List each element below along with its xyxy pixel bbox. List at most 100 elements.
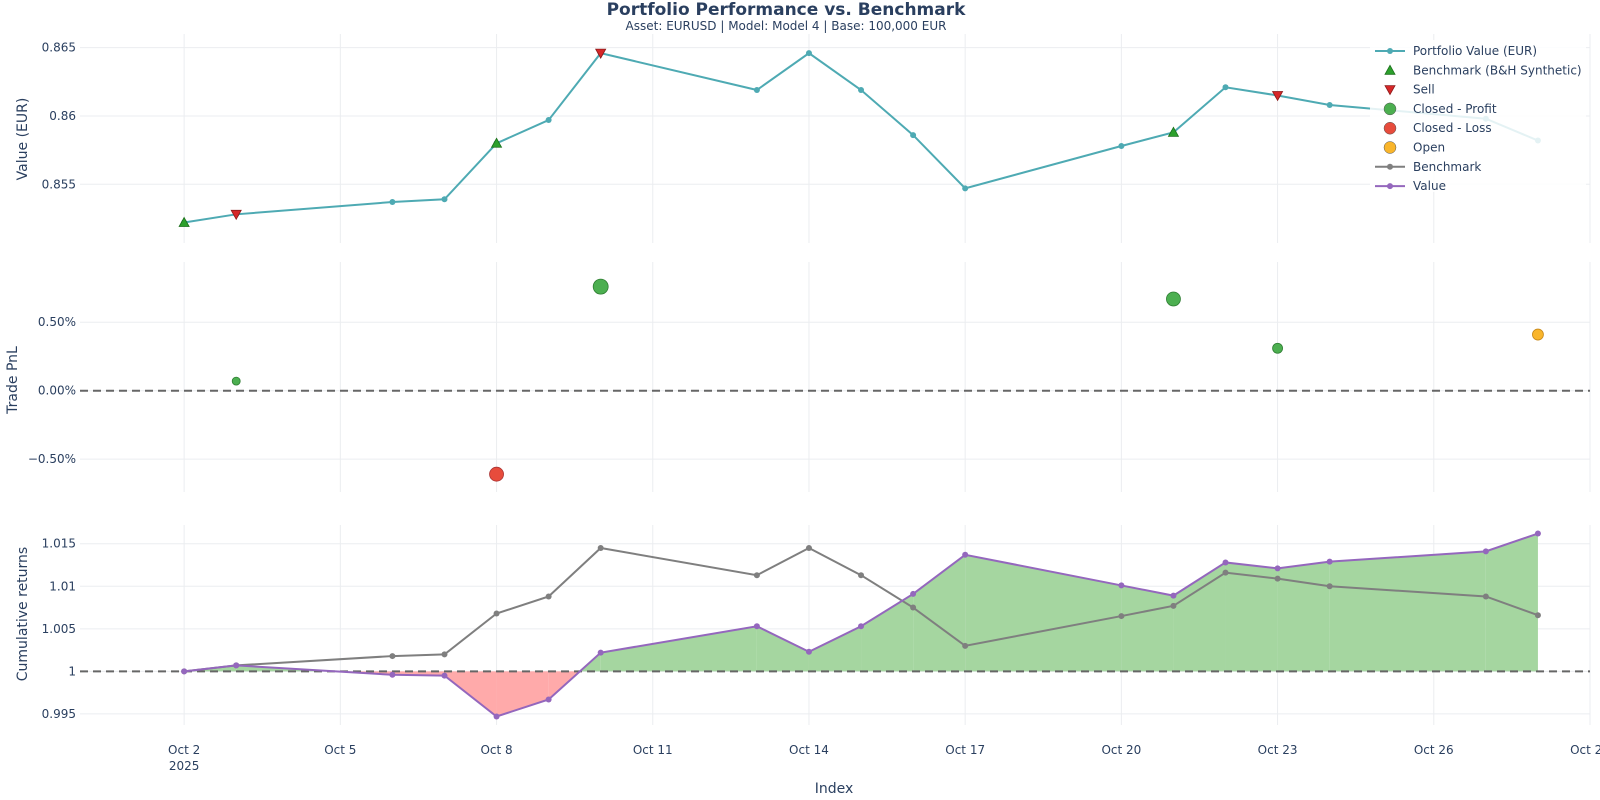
x-tick-label: Oct 29 bbox=[1570, 743, 1600, 757]
x-tick-label: Oct 8 bbox=[480, 743, 512, 757]
legend-label: Sell bbox=[1413, 83, 1435, 97]
legend-item[interactable]: Value bbox=[1375, 179, 1446, 193]
panel1-y-ticks: 0.855 0.86 0.865 bbox=[42, 41, 76, 192]
legend-item[interactable]: Benchmark bbox=[1375, 160, 1481, 174]
legend-label: Benchmark bbox=[1413, 160, 1481, 174]
legend-background bbox=[1370, 40, 1586, 192]
portfolio-value-point bbox=[1118, 143, 1125, 150]
panel1-marks bbox=[178, 48, 1541, 227]
value-point bbox=[597, 649, 604, 656]
portfolio-value-point bbox=[962, 185, 969, 192]
legend-label: Closed - Loss bbox=[1413, 121, 1492, 135]
y-tick-label: 1.01 bbox=[49, 579, 76, 593]
benchmark-point bbox=[1170, 602, 1177, 609]
panel1-y-axis-title: Value (EUR) bbox=[15, 98, 31, 181]
chart-title: Portfolio Performance vs. Benchmark bbox=[607, 0, 967, 20]
sell-marker bbox=[595, 48, 607, 59]
trade-pnl-point-loss bbox=[489, 466, 504, 482]
legend-item[interactable]: Portfolio Value (EUR) bbox=[1375, 44, 1537, 58]
portfolio-value-point bbox=[1326, 102, 1333, 109]
outperformance-fill bbox=[1225, 562, 1278, 672]
panel2-gridlines bbox=[80, 262, 1591, 492]
y-tick-label: 0.855 bbox=[42, 177, 76, 191]
legend-item[interactable]: Closed - Profit bbox=[1383, 102, 1497, 116]
benchmark-point bbox=[1118, 613, 1125, 620]
x-tick-year-label: 2025 bbox=[169, 759, 200, 773]
y-tick-label: 1 bbox=[68, 664, 76, 678]
value-point bbox=[805, 648, 812, 655]
trade-pnl-point-profit bbox=[592, 278, 609, 295]
chart-subtitle: Asset: EURUSD | Model: Model 4 | Base: 1… bbox=[626, 19, 947, 33]
value-point bbox=[1118, 582, 1125, 589]
legend-triangle-up-symbol bbox=[1384, 64, 1396, 75]
underperformance-fill bbox=[496, 671, 549, 717]
panel3-y-axis-title: Cumulative returns bbox=[15, 547, 31, 681]
x-tick-label: Oct 26 bbox=[1414, 743, 1454, 757]
value-point bbox=[753, 623, 760, 630]
legend-circle-symbol bbox=[1383, 141, 1397, 154]
benchmark-point bbox=[1326, 583, 1333, 590]
benchmark-point bbox=[753, 572, 760, 579]
buy-marker bbox=[1167, 126, 1180, 137]
legend-dot-symbol bbox=[1387, 163, 1393, 170]
y-tick-label: −0.50% bbox=[28, 452, 76, 466]
trade-pnl-point-profit bbox=[231, 376, 241, 386]
x-tick-label: Oct 11 bbox=[633, 743, 673, 757]
legend-label: Open bbox=[1413, 141, 1445, 155]
panel2-y-axis-title: Trade PnL bbox=[5, 346, 21, 415]
y-tick-label: 1.015 bbox=[42, 537, 76, 551]
panel2-y-ticks: −0.50% 0.00% 0.50% bbox=[28, 315, 76, 466]
outperformance-fill bbox=[600, 626, 757, 672]
x-tick-label: Oct 14 bbox=[789, 743, 829, 757]
legend-dot-symbol bbox=[1387, 183, 1393, 190]
x-axis-title: Index bbox=[815, 781, 854, 797]
y-tick-label: 0.995 bbox=[42, 707, 76, 721]
outperformance-fill bbox=[1277, 561, 1330, 672]
legend[interactable]: Portfolio Value (EUR) Benchmark (B&H Synt… bbox=[1370, 40, 1586, 193]
outperformance-fill bbox=[808, 626, 862, 672]
legend-item[interactable]: Open bbox=[1383, 141, 1445, 155]
outperformance-fill bbox=[1329, 551, 1486, 672]
legend-circle-symbol bbox=[1383, 102, 1397, 116]
value-point bbox=[493, 713, 500, 720]
x-tick-label: Oct 23 bbox=[1258, 743, 1298, 757]
value-point bbox=[1274, 565, 1281, 572]
benchmark-point bbox=[1534, 612, 1541, 619]
trade-pnl-point-profit bbox=[1166, 291, 1181, 307]
benchmark-point bbox=[1222, 569, 1229, 576]
y-tick-label: 0.86 bbox=[49, 109, 76, 123]
value-point bbox=[962, 551, 969, 558]
outperformance-fill bbox=[861, 593, 914, 672]
y-tick-label: 0.00% bbox=[38, 384, 76, 398]
legend-item[interactable]: Sell bbox=[1384, 83, 1435, 97]
portfolio-value-line bbox=[183, 51, 1539, 224]
value-point bbox=[545, 696, 552, 703]
value-point bbox=[181, 668, 188, 675]
panel2-marks bbox=[80, 278, 1590, 482]
trade-pnl-panel: −0.50% 0.00% 0.50% Trade PnL bbox=[5, 262, 1591, 492]
x-tick-label: Oct 5 bbox=[324, 743, 356, 757]
trade-pnl-point-open bbox=[1532, 328, 1544, 341]
legend-circle-symbol bbox=[1383, 121, 1397, 135]
portfolio-value-point bbox=[805, 50, 812, 57]
value-point bbox=[389, 671, 396, 678]
value-point bbox=[233, 662, 240, 669]
portfolio-value-point bbox=[389, 199, 396, 206]
outperformance-fill bbox=[1173, 562, 1226, 672]
portfolio-value-point bbox=[545, 117, 552, 124]
legend-item[interactable]: Closed - Loss bbox=[1383, 121, 1492, 135]
value-point bbox=[1170, 592, 1177, 599]
x-tick-label: Oct 17 bbox=[945, 743, 985, 757]
buy-marker bbox=[490, 137, 503, 148]
panel3-marks bbox=[80, 530, 1590, 720]
y-tick-label: 0.865 bbox=[42, 41, 76, 55]
y-tick-label: 0.50% bbox=[38, 315, 76, 329]
value-point bbox=[910, 590, 917, 597]
benchmark-point bbox=[493, 610, 500, 617]
outperformance-fill bbox=[913, 554, 966, 672]
legend-triangle-down-symbol bbox=[1384, 85, 1396, 96]
benchmark-point bbox=[962, 642, 969, 649]
legend-item[interactable]: Benchmark (B&H Synthetic) bbox=[1384, 63, 1582, 77]
benchmark-point bbox=[805, 544, 812, 551]
